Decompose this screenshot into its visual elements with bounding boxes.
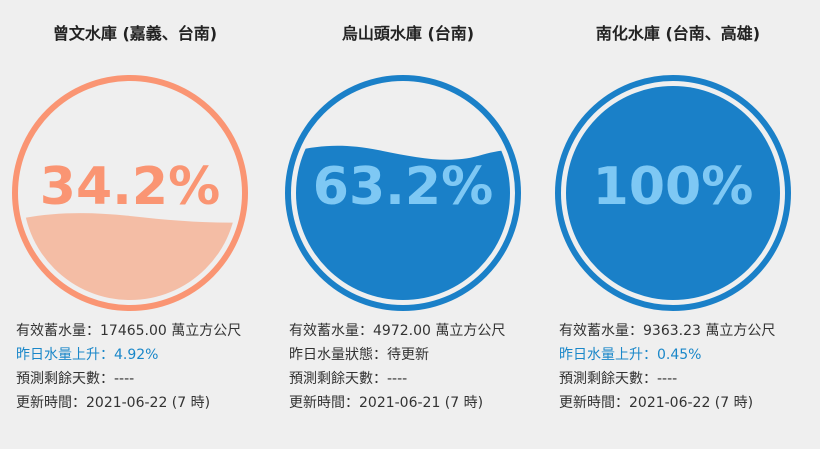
water-fill — [296, 145, 510, 300]
gauge-ring — [12, 75, 248, 311]
reservoir-info: 有效蓄水量：9363.23 萬立方公尺 昨日水量上升：0.45% 預測剩餘天數：… — [559, 319, 804, 415]
water-level-gauge: 100% — [548, 68, 798, 318]
gauge-ring — [555, 75, 791, 311]
change-text: 昨日水量上升：4.92% — [16, 347, 159, 363]
fill-percent: 100% — [593, 157, 754, 217]
water-fill — [566, 86, 780, 300]
reservoir-title: 烏山頭水庫 (台南) — [341, 24, 475, 43]
fill-percent: 34.2% — [40, 157, 220, 217]
reservoir-info: 有效蓄水量：4972.00 萬立方公尺 昨日水量狀態：待更新 預測剩餘天數：--… — [289, 319, 534, 415]
reservoir-title: 南化水庫 (台南、高雄) — [595, 24, 761, 43]
remaining-days-text: 預測剩餘天數：---- — [289, 371, 408, 387]
reservoir-info: 有效蓄水量：17465.00 萬立方公尺 昨日水量上升：4.92% 預測剩餘天數… — [16, 319, 261, 415]
change-text: 昨日水量上升：0.45% — [559, 347, 702, 363]
capacity-text: 有效蓄水量：17465.00 萬立方公尺 — [16, 323, 242, 339]
change-text: 昨日水量狀態：待更新 — [289, 347, 429, 363]
remaining-days-text: 預測剩餘天數：---- — [16, 371, 135, 387]
reservoir-card-zengwen: 曾文水庫 (嘉義、台南) 34.2% 有效蓄水量：17465.00 萬立方公尺 … — [5, 0, 265, 449]
updated-time-text: 更新時間：2021-06-22 (7 時) — [16, 395, 211, 411]
updated-time-text: 更新時間：2021-06-21 (7 時) — [289, 395, 484, 411]
reservoir-title: 曾文水庫 (嘉義、台南) — [52, 24, 218, 43]
water-level-gauge: 34.2% — [5, 68, 255, 318]
gauge-ring — [285, 75, 521, 311]
water-level-gauge: 63.2% — [278, 68, 528, 318]
fill-percent: 63.2% — [313, 157, 493, 217]
reservoir-card-wushantou: 烏山頭水庫 (台南) 63.2% 有效蓄水量：4972.00 萬立方公尺 昨日水… — [278, 0, 538, 449]
remaining-days-text: 預測剩餘天數：---- — [559, 371, 678, 387]
reservoir-card-nanhua: 南化水庫 (台南、高雄) 100% 有效蓄水量：9363.23 萬立方公尺 昨日… — [548, 0, 808, 449]
capacity-text: 有效蓄水量：4972.00 萬立方公尺 — [289, 323, 506, 339]
capacity-text: 有效蓄水量：9363.23 萬立方公尺 — [559, 323, 776, 339]
updated-time-text: 更新時間：2021-06-22 (7 時) — [559, 395, 754, 411]
